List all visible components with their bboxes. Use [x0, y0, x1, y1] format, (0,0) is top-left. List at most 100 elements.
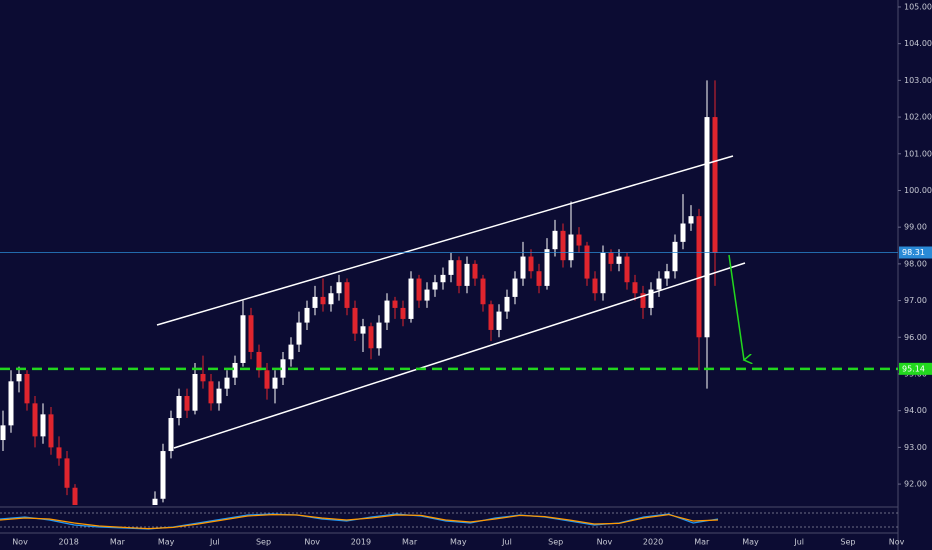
candle-body [528, 256, 534, 272]
candle-body [512, 278, 518, 297]
candle-body [616, 256, 622, 264]
candle-body [160, 451, 166, 499]
candle-body [544, 249, 550, 286]
candle-body [216, 388, 222, 404]
candle-body [408, 278, 414, 319]
candle-body [280, 359, 286, 378]
y-tick-label: 99.00 [904, 223, 927, 232]
candle-body [480, 278, 486, 305]
candle-body [688, 216, 694, 224]
candle-body [672, 241, 678, 272]
candle-body [184, 395, 190, 411]
x-tick-label: Mar [110, 538, 126, 547]
y-tick-label: 93.00 [904, 443, 927, 452]
candle-body [176, 395, 182, 419]
candle-body [0, 425, 6, 441]
drawings [156, 155, 746, 449]
x-tick-label: Nov [889, 538, 905, 547]
y-tick-label: 102.00 [904, 113, 932, 122]
x-tick-label: May [450, 538, 467, 547]
candle-body [32, 403, 38, 437]
x-tick-label: Jul [793, 538, 804, 547]
x-tick-label: 2019 [351, 538, 371, 547]
x-tick-label: 2018 [59, 538, 79, 547]
candle-body [416, 278, 422, 301]
candle-body [328, 293, 334, 305]
x-tick-label: Jul [209, 538, 220, 547]
upper-trendline [156, 155, 734, 326]
candle-body [240, 315, 246, 363]
candle-body [600, 252, 606, 294]
candle-body [168, 418, 174, 452]
candle-body [680, 223, 686, 242]
x-tick-label: Sep [548, 538, 563, 547]
candle-body [584, 245, 590, 279]
candle-body [336, 282, 342, 294]
candle-body [456, 260, 462, 286]
candle-body [632, 282, 638, 294]
candle-body [648, 289, 654, 308]
candle-body [432, 282, 438, 290]
candle-body [48, 414, 54, 448]
candle-body [496, 311, 502, 330]
candle-body [232, 362, 238, 378]
candle-body [440, 274, 446, 283]
candle-body [448, 260, 454, 275]
candle-body [40, 414, 46, 437]
candle-body [64, 458, 70, 488]
y-tick-label: 100.00 [904, 186, 932, 195]
candle-body [224, 377, 230, 389]
candle-body [16, 373, 22, 382]
candle-body [360, 326, 366, 334]
candle-body [320, 296, 326, 305]
y-tick-label: 97.00 [904, 296, 927, 305]
candle-body [464, 263, 470, 286]
candle-body [344, 282, 350, 308]
x-tick-label: May [158, 538, 175, 547]
x-tick-label: 2020 [643, 538, 663, 547]
candle-body [472, 263, 478, 279]
x-tick-label: Mar [694, 538, 710, 547]
x-tick-label: Nov [597, 538, 613, 547]
candle-body [152, 498, 158, 505]
candle-body [192, 373, 198, 411]
projection-arrow [728, 254, 744, 360]
candle-body [8, 381, 14, 426]
price-level-box [899, 246, 932, 259]
candle-body [400, 307, 406, 319]
candle-body [576, 234, 582, 246]
candle-body [304, 307, 310, 323]
candle-body [24, 373, 30, 404]
candle-body [696, 216, 702, 338]
candle-body [568, 234, 574, 261]
price-level-label: 95.14 [902, 364, 925, 373]
candle-body [536, 271, 542, 286]
candle-body [72, 487, 78, 505]
x-tick-label: Nov [12, 538, 28, 547]
candle-body [256, 351, 262, 371]
candle-body [392, 300, 398, 308]
y-tick-label: 96.00 [904, 333, 927, 342]
candle-body [656, 278, 662, 290]
candle-body [712, 117, 718, 253]
candle-body [312, 296, 318, 308]
candle-body [640, 293, 646, 308]
candle-body [288, 344, 294, 360]
price-level-label: 98.31 [902, 248, 925, 257]
lower-trendline [173, 262, 746, 449]
x-tick-label: Sep [840, 538, 855, 547]
candle-body [520, 256, 526, 279]
candles [0, 80, 718, 505]
x-tick-label: Mar [402, 538, 418, 547]
x-tick-label: May [742, 538, 759, 547]
y-tick-label: 103.00 [904, 76, 932, 85]
candle-body [424, 289, 430, 301]
y-tick-label: 105.00 [904, 2, 932, 11]
y-tick-label: 92.00 [904, 480, 927, 489]
y-tick-label: 98.00 [904, 259, 927, 268]
candle-body [296, 322, 302, 345]
candle-body [384, 300, 390, 323]
candle-body [56, 447, 62, 459]
candle-body [272, 377, 278, 389]
